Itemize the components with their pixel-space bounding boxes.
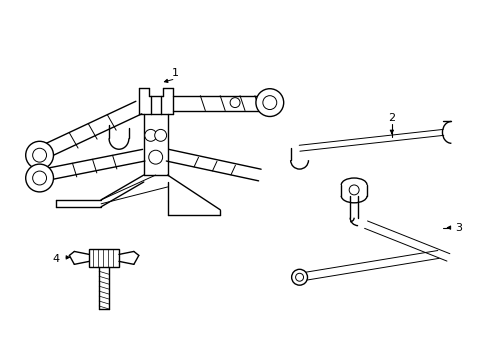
Circle shape (26, 141, 53, 169)
Text: 2: 2 (387, 113, 395, 123)
Circle shape (144, 129, 156, 141)
Circle shape (33, 171, 46, 185)
Text: 1: 1 (172, 68, 179, 78)
Circle shape (148, 150, 163, 164)
Circle shape (33, 148, 46, 162)
Circle shape (230, 98, 240, 108)
Text: 3: 3 (454, 222, 462, 233)
Circle shape (263, 96, 276, 109)
Polygon shape (89, 249, 119, 267)
Circle shape (255, 89, 283, 117)
Circle shape (291, 269, 307, 285)
Circle shape (26, 164, 53, 192)
Text: 4: 4 (53, 255, 60, 264)
Circle shape (154, 129, 166, 141)
Circle shape (348, 185, 358, 195)
Circle shape (295, 273, 303, 281)
